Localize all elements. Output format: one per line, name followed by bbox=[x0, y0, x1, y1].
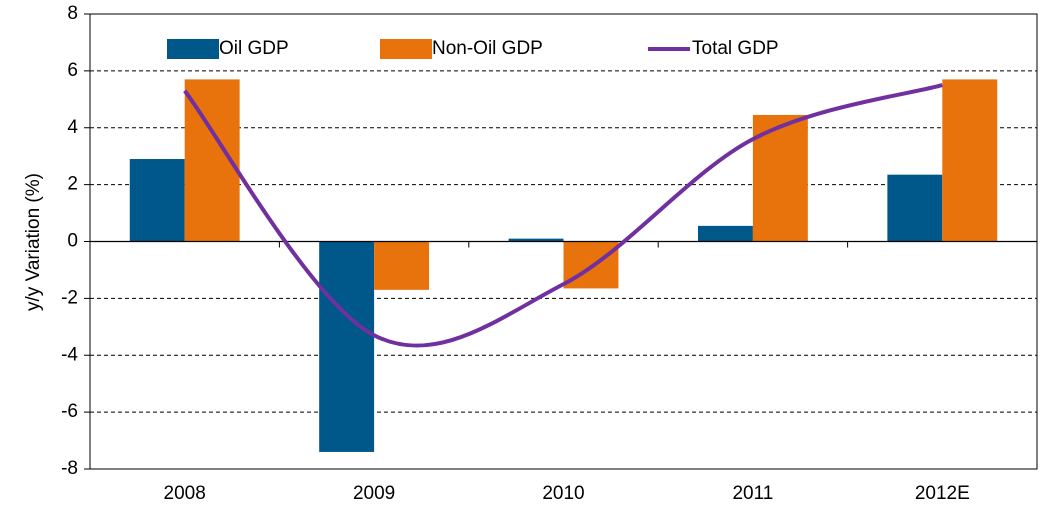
y-tick-label: 6 bbox=[67, 60, 78, 81]
bar bbox=[508, 238, 564, 242]
bar bbox=[697, 225, 753, 242]
bar bbox=[129, 159, 185, 242]
bar bbox=[319, 241, 375, 452]
bar bbox=[942, 79, 998, 242]
y-tick-label: -2 bbox=[61, 287, 78, 308]
x-tick-label: 2008 bbox=[164, 483, 206, 504]
y-tick-label: -4 bbox=[61, 344, 78, 365]
y-tick-label: 8 bbox=[67, 3, 78, 24]
x-tick-label: 2010 bbox=[542, 483, 584, 504]
x-tick-label: 2012E bbox=[915, 483, 970, 504]
y-tick-label: 0 bbox=[67, 231, 78, 252]
y-tick-label: -6 bbox=[61, 401, 78, 422]
legend-swatch bbox=[167, 39, 219, 59]
y-axis-label: y/y Variation (%) bbox=[23, 173, 44, 311]
bar bbox=[374, 241, 430, 290]
legend-swatch bbox=[380, 39, 432, 59]
x-tick-label: 2009 bbox=[353, 483, 395, 504]
y-tick-label: 4 bbox=[67, 117, 78, 138]
y-tick-label: -8 bbox=[61, 458, 78, 479]
line bbox=[183, 83, 943, 348]
legend-label: Non-Oil GDP bbox=[432, 38, 543, 59]
y-tick-label: 2 bbox=[67, 174, 78, 195]
bar bbox=[887, 174, 943, 242]
legend-label: Total GDP bbox=[692, 38, 779, 59]
legend-label: Oil GDP bbox=[219, 38, 289, 59]
x-tick-label: 2011 bbox=[732, 483, 773, 504]
